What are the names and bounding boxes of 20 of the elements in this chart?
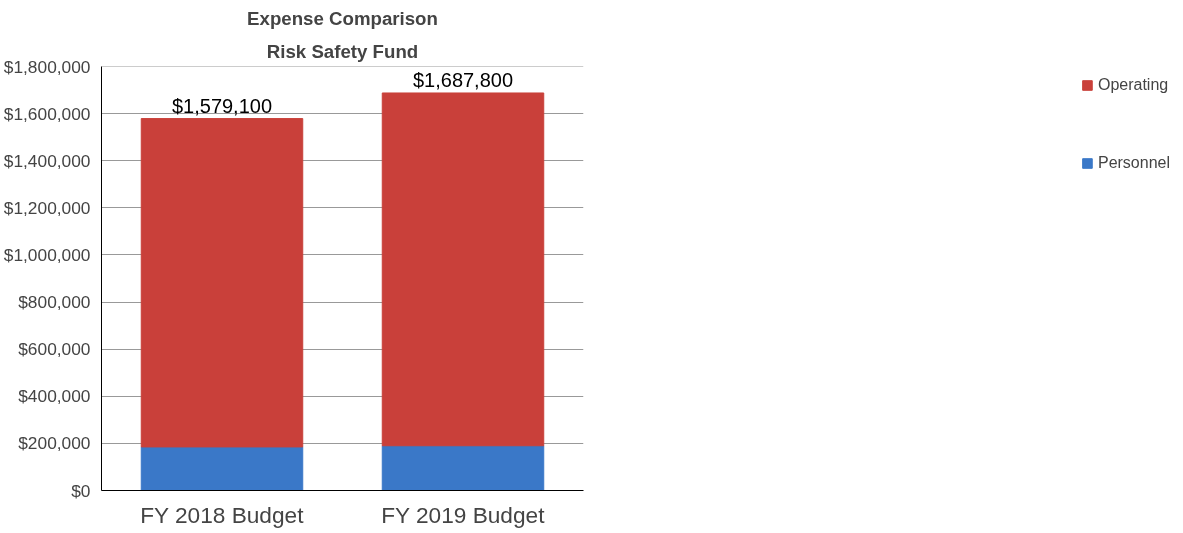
y-tick-label: $400,000	[18, 386, 91, 407]
chart-title: Expense Comparison	[247, 7, 438, 29]
y-tick-label: $200,000	[18, 433, 91, 454]
y-tick-label: $1,000,000	[3, 244, 91, 265]
y-tick-label: $800,000	[18, 292, 91, 313]
legend-label: Personnel	[1097, 154, 1170, 172]
y-tick-label: $0	[71, 480, 91, 501]
chart-subtitle: Risk Safety Fund	[266, 40, 419, 62]
x-tick-label: FY 2019 Budget	[381, 501, 546, 528]
y-tick-label: $1,400,000	[3, 150, 91, 171]
bar	[381, 445, 545, 491]
bar	[140, 446, 304, 491]
total-label: $1,687,800	[412, 68, 514, 91]
y-tick-label: $600,000	[18, 339, 91, 360]
y-tick-label: $1,600,000	[3, 103, 91, 124]
total-label: $1,579,100	[171, 94, 273, 117]
legend-label: Operating	[1097, 76, 1169, 94]
x-tick-label: FY 2018 Budget	[140, 501, 305, 528]
y-tick-label: $1,800,000	[3, 56, 91, 77]
y-tick-label: $1,200,000	[3, 197, 91, 218]
